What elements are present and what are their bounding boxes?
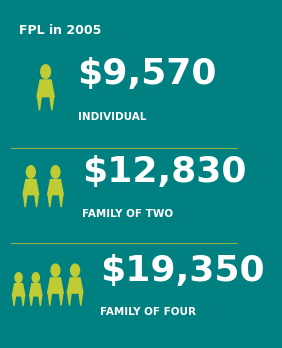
Text: FAMILY OF FOUR: FAMILY OF FOUR bbox=[100, 307, 196, 317]
Text: $9,570: $9,570 bbox=[78, 57, 217, 91]
Circle shape bbox=[27, 166, 35, 178]
Text: $19,350: $19,350 bbox=[100, 254, 264, 288]
Circle shape bbox=[51, 166, 60, 178]
Text: FAMILY OF TWO: FAMILY OF TWO bbox=[82, 209, 174, 219]
Polygon shape bbox=[48, 180, 63, 195]
Circle shape bbox=[51, 264, 60, 277]
Polygon shape bbox=[50, 97, 54, 110]
Polygon shape bbox=[30, 284, 42, 296]
Polygon shape bbox=[37, 80, 54, 97]
Text: $12,830: $12,830 bbox=[82, 155, 247, 189]
Polygon shape bbox=[60, 293, 63, 306]
Circle shape bbox=[71, 264, 80, 277]
Circle shape bbox=[41, 65, 50, 78]
Circle shape bbox=[15, 273, 22, 283]
Text: INDIVIDUAL: INDIVIDUAL bbox=[78, 112, 146, 122]
Polygon shape bbox=[30, 296, 33, 306]
Polygon shape bbox=[67, 278, 83, 293]
Circle shape bbox=[32, 273, 39, 283]
Polygon shape bbox=[12, 284, 25, 296]
Polygon shape bbox=[48, 278, 63, 293]
Polygon shape bbox=[23, 195, 27, 207]
Polygon shape bbox=[48, 293, 52, 306]
Text: FPL in 2005: FPL in 2005 bbox=[19, 24, 101, 37]
Polygon shape bbox=[48, 195, 52, 207]
Polygon shape bbox=[13, 296, 16, 306]
Polygon shape bbox=[39, 296, 42, 306]
Polygon shape bbox=[68, 293, 71, 306]
Polygon shape bbox=[35, 195, 38, 207]
Polygon shape bbox=[23, 180, 39, 195]
Polygon shape bbox=[38, 97, 41, 110]
Polygon shape bbox=[79, 293, 82, 306]
Polygon shape bbox=[22, 296, 25, 306]
Polygon shape bbox=[60, 195, 63, 207]
